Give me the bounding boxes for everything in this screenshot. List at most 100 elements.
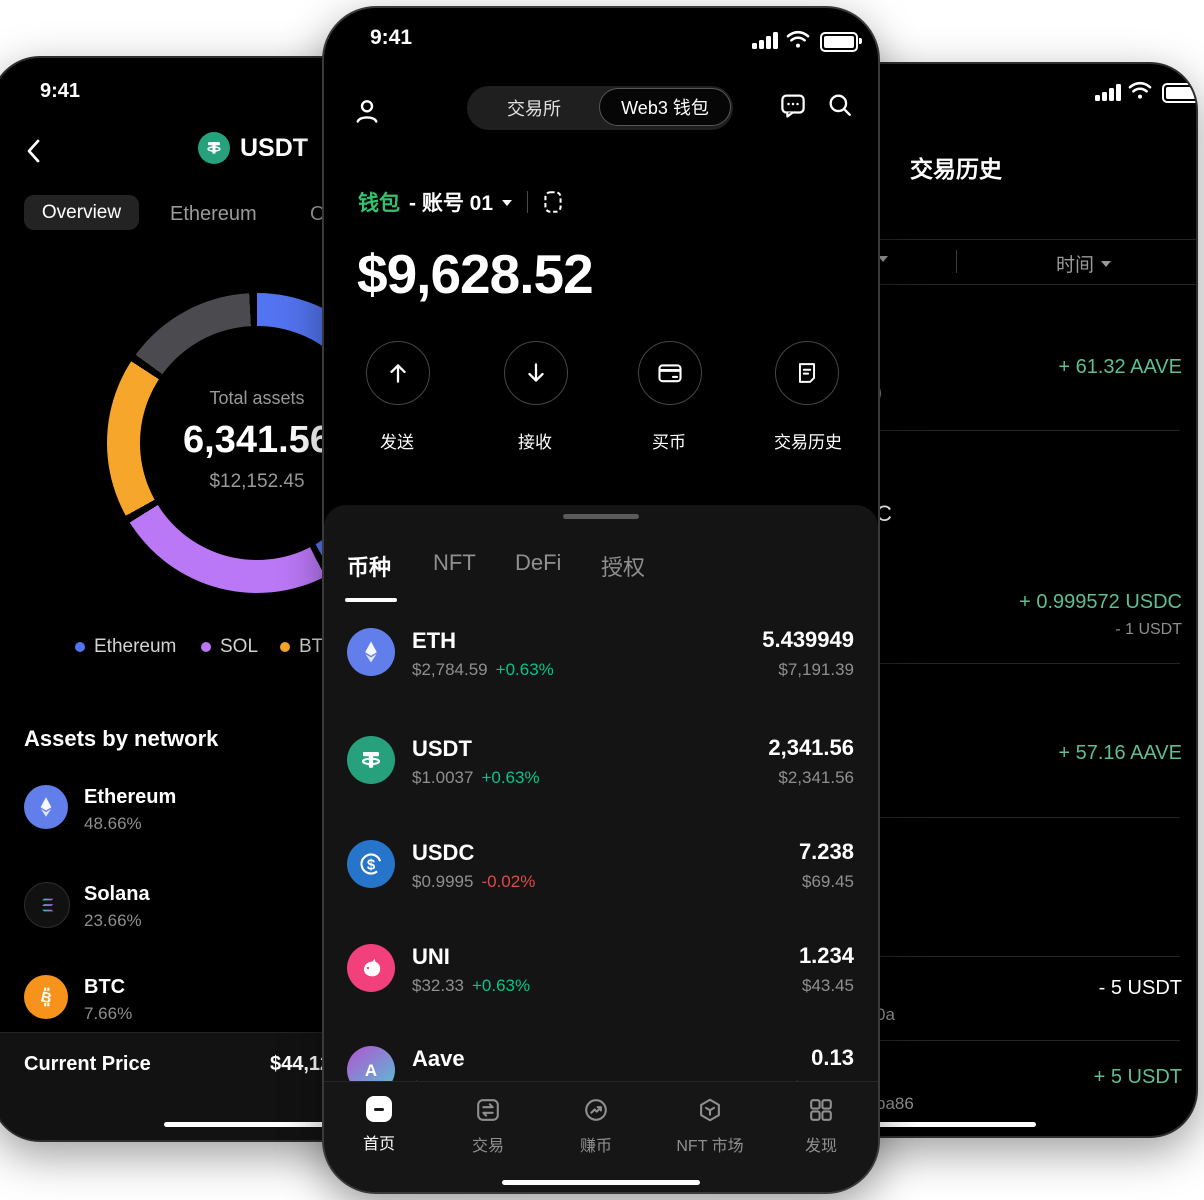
drag-handle[interactable] [563, 514, 639, 519]
tx-amount[interactable]: + 57.16 AAVE [1058, 742, 1182, 764]
token-amount: 7.238 [798, 839, 854, 864]
card-icon [656, 359, 684, 387]
total-balance: $9,628.52 [357, 243, 594, 305]
tab-nft[interactable]: NFT [433, 550, 476, 575]
nav-label: 交易 [471, 1138, 504, 1155]
filter-divider [956, 250, 957, 273]
ethereum-network-icon [24, 785, 68, 829]
arrow-up-icon [385, 360, 411, 386]
home-indicator [856, 1122, 1036, 1127]
tab-approvals[interactable]: 授权 [601, 555, 646, 580]
filter-caret-fragment[interactable] [878, 256, 888, 262]
search-icon[interactable] [826, 91, 854, 119]
btc-network-icon: B [24, 975, 68, 1019]
token-symbol[interactable]: UNI [412, 944, 450, 969]
trade-icon [474, 1096, 502, 1124]
signal-icon [752, 32, 778, 49]
send-button[interactable] [366, 341, 430, 405]
nav-item-trade[interactable]: 交易 [428, 1096, 548, 1156]
bottom-nav: 首页 交易 赚币 NFT 市场 发现 [324, 1081, 878, 1192]
switch-wallet-icon[interactable] [541, 189, 565, 215]
token-change: +0.63% [495, 660, 554, 679]
tab-defi[interactable]: DeFi [515, 550, 562, 575]
filter-time-label: 时间 [1056, 255, 1095, 276]
token-price: $0.9995 [412, 872, 474, 891]
token-price-row: $32.33 +0.63% [412, 976, 530, 996]
divider [708, 817, 1180, 818]
tx-amount[interactable]: - 5 USDT [1098, 977, 1182, 999]
network-percent: 7.66% [84, 1004, 133, 1023]
token-symbol[interactable]: ETH [412, 628, 456, 653]
send-label: 发送 [380, 433, 414, 452]
divider [708, 1040, 1180, 1041]
account-selector[interactable]: 钱包 - 账号 01 [358, 187, 565, 217]
nav-item-home[interactable]: 首页 [324, 1096, 439, 1154]
chevron-down-icon [1101, 260, 1112, 267]
back-icon[interactable] [23, 138, 45, 164]
token-change: -0.02% [481, 872, 536, 891]
assets-sheet [324, 505, 878, 1192]
donut-total-value: 6,341.56 [183, 419, 331, 461]
profile-icon[interactable] [352, 96, 382, 126]
nav-item-earn[interactable]: 赚币 [536, 1096, 656, 1156]
network-name[interactable]: Ethereum [84, 786, 177, 808]
token-symbol[interactable]: USDC [412, 840, 475, 865]
receive-label: 接收 [518, 433, 552, 452]
tx-text-fragment: 0a [876, 1005, 895, 1024]
tx-amount[interactable]: + 5 USDT [1093, 1066, 1182, 1088]
page-title: 交易历史 [910, 156, 1002, 182]
divider [708, 430, 1180, 431]
legend-dot-ethereum [75, 642, 85, 652]
home-icon [366, 1096, 392, 1122]
segment-exchange-label: 交易所 [507, 99, 561, 119]
token-symbol[interactable]: Aave [412, 1046, 465, 1071]
network-name[interactable]: BTC [84, 976, 126, 998]
history-label: 交易历史 [774, 433, 842, 452]
receive-button[interactable] [504, 341, 568, 405]
legend-dot-sol [201, 642, 211, 652]
tab-partial[interactable]: O [310, 203, 326, 225]
token-amount: 5.439949 [762, 627, 854, 652]
network-name[interactable]: Solana [84, 883, 150, 905]
svg-text:$: $ [367, 856, 376, 873]
home-indicator [164, 1122, 344, 1127]
tx-amount[interactable]: + 61.32 AAVE [1058, 356, 1182, 378]
arrow-down-icon [523, 360, 549, 386]
token-value: $69.45 [802, 872, 854, 891]
section-title: Assets by network [24, 726, 219, 751]
segment-web3-wallet[interactable]: Web3 钱包 [599, 88, 731, 126]
token-price: $2,784.59 [412, 660, 488, 679]
chevron-down-icon [502, 200, 513, 206]
tx-amount[interactable]: + 0.999572 USDC [1019, 591, 1182, 613]
segmented-control: 交易所 Web3 钱包 [467, 86, 733, 130]
donut-title: Total assets [209, 388, 305, 408]
tab-tokens[interactable]: 币种 [347, 555, 392, 580]
status-time: 9:41 [40, 80, 81, 102]
svg-text:B: B [39, 989, 53, 1007]
tx-text-fragment: ba86 [876, 1094, 914, 1113]
network-percent: 23.66% [84, 911, 142, 930]
token-value: $2,341.56 [778, 768, 854, 787]
legend-dot-btc [280, 642, 290, 652]
history-button[interactable] [775, 341, 839, 405]
nav-item-nft-market[interactable]: NFT 市场 [650, 1096, 770, 1156]
token-symbol[interactable]: USDT [412, 736, 472, 761]
segment-exchange[interactable]: 交易所 [467, 86, 601, 130]
buy-crypto-button[interactable] [638, 341, 702, 405]
tab-overview[interactable]: Overview [24, 195, 139, 230]
nav-label: NFT 市场 [676, 1138, 744, 1155]
usdt-icon [347, 736, 395, 784]
chat-icon[interactable] [778, 90, 808, 120]
token-amount: 0.13 [811, 1045, 854, 1070]
eth-icon [347, 628, 395, 676]
token-value: $43.45 [802, 976, 854, 995]
tab-ethereum[interactable]: Ethereum [170, 203, 257, 225]
filter-time[interactable]: 时间 [1056, 250, 1112, 277]
discover-icon [807, 1096, 835, 1124]
earn-icon [582, 1096, 610, 1124]
token-change: +0.63% [481, 768, 540, 787]
token-value: $7,191.39 [778, 660, 854, 679]
legend-item-ethereum: Ethereum [75, 636, 176, 658]
nav-item-discover[interactable]: 发现 [761, 1096, 878, 1156]
tx-sub-amount: - 1 USDT [1115, 621, 1182, 638]
